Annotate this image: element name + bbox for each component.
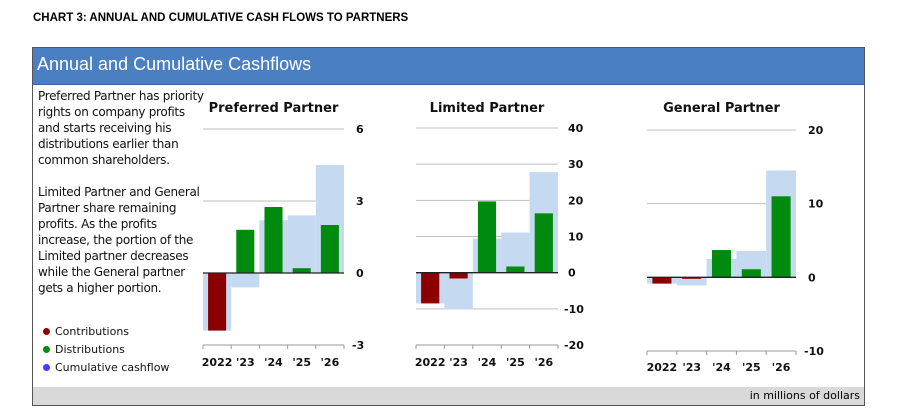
distribution-bar [320,225,339,273]
y-tick-label: 30 [568,158,584,171]
legend-label: Cumulative cashflow [55,360,170,374]
units-footer: in millions of dollars [33,387,864,405]
y-tick-label: 20 [568,194,584,207]
contribution-bar [208,273,227,331]
x-tick-label: '26 [534,356,553,369]
y-tick-label: -3 [352,339,364,352]
x-tick-label: '23 [449,356,468,369]
legend-item-contributions: Contributions [43,322,169,340]
x-tick-label: '24 [712,361,731,374]
legend-item-distributions: Distributions [43,340,169,358]
chart-panel: Annual and Cumulative Cashflows Preferre… [32,47,865,406]
x-tick-label: '25 [742,361,761,374]
legend-item-cumulative: Cumulative cashflow [43,358,169,376]
distribution-bar [506,266,525,273]
legend-dot [43,363,50,371]
y-tick-label: -20 [564,339,584,352]
legend: Contributions Distributions Cumulative c… [43,322,169,376]
distribution-bar [236,229,255,273]
chart-title: General Partner [663,101,780,116]
legend-dot [43,327,50,335]
contribution-bar [652,277,672,284]
x-tick-label: '23 [682,361,701,374]
x-tick-label: 2022 [415,356,446,369]
y-tick-label: 10 [568,231,584,244]
legend-label: Contributions [55,324,130,338]
description-paragraph: Limited Partner and General Partner shar… [38,185,200,295]
distribution-bar [477,201,497,273]
x-tick-label: '25 [506,356,525,369]
x-tick-label: '25 [292,356,311,369]
distribution-bar [771,196,791,278]
legend-label: Distributions [55,342,125,356]
cumulative-bar [287,215,316,273]
x-tick-label: '24 [478,356,497,369]
chart-title: Preferred Partner [209,101,339,116]
distribution-bar [741,269,761,278]
distribution-bar [534,213,553,273]
y-tick-label: 6 [356,123,364,136]
y-tick-label: -10 [564,303,584,316]
description-paragraph: Preferred Partner has priority rights on… [38,89,204,167]
chart-caption: CHART 3: ANNUAL AND CUMULATIVE CASH FLOW… [33,12,409,24]
contribution-bar [682,277,702,279]
cumulative-bar [231,273,260,288]
x-tick-label: '26 [772,361,791,374]
y-tick-label: 3 [356,195,364,208]
x-tick-label: '23 [236,356,255,369]
contribution-bar [449,272,468,279]
cumulative-bar [676,277,707,286]
legend-dot [43,345,50,353]
distribution-bar [264,207,283,273]
panel-header: Annual and Cumulative Cashflows [33,48,864,85]
y-tick-label: -10 [804,345,824,358]
y-tick-label: 0 [568,267,576,280]
distribution-bar [711,250,732,278]
chart-title: Limited Partner [430,101,545,116]
x-tick-label: '24 [264,356,283,369]
y-tick-label: 20 [808,124,824,137]
cumulative-bar [444,272,473,310]
y-tick-label: 0 [356,267,364,280]
distribution-bar [292,268,311,273]
x-tick-label: 2022 [202,356,233,369]
description: Preferred Partner has priority rights on… [38,88,208,312]
y-tick-label: 0 [808,271,816,284]
cumulative-bar [501,232,530,273]
contribution-bar [421,272,440,304]
x-tick-label: '26 [321,356,340,369]
y-tick-label: 10 [808,198,824,211]
y-tick-label: 40 [568,122,584,135]
x-tick-label: 2022 [647,361,678,374]
